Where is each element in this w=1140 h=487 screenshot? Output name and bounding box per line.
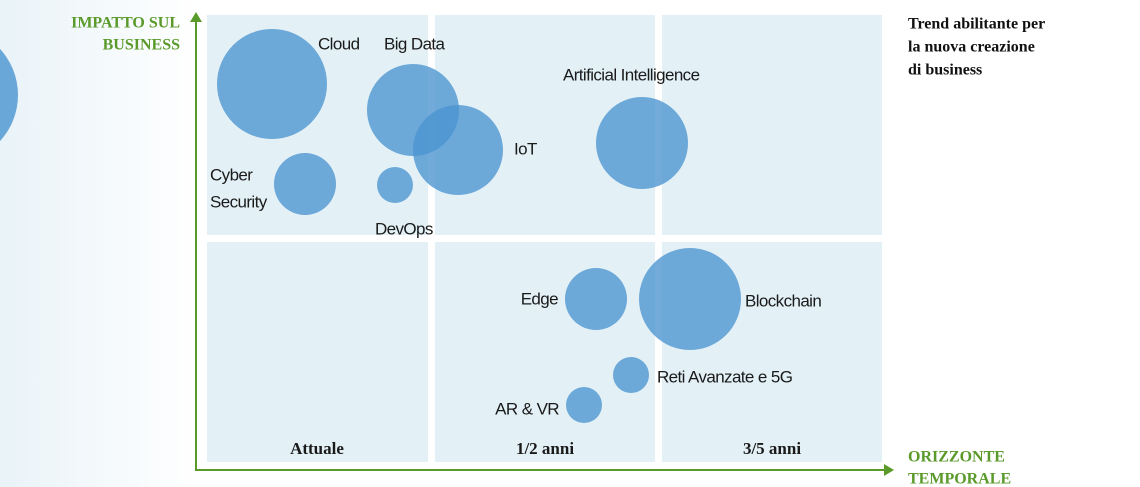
cell xyxy=(435,242,655,462)
axes xyxy=(190,12,894,476)
y-axis-label: IMPATTO SUL xyxy=(71,15,180,32)
x-axis-label: TEMPORALE xyxy=(908,471,1011,487)
bubble-label: DevOps xyxy=(375,219,433,238)
column-label: Attuale xyxy=(290,439,344,458)
bubble xyxy=(565,268,627,330)
bubble-label: Edge xyxy=(521,289,558,308)
cell xyxy=(662,15,882,235)
bubble-label: Artificial Intelligence xyxy=(563,65,700,84)
legend-text: di business xyxy=(908,62,982,79)
partial-bubble xyxy=(0,48,18,142)
bubble xyxy=(566,387,602,423)
bubble xyxy=(274,153,336,215)
bubble-label: Big Data xyxy=(384,34,446,53)
column-label: 1/2 anni xyxy=(516,439,574,458)
bubble-label: AR & VR xyxy=(495,399,559,418)
background-fade xyxy=(0,0,200,487)
bubble xyxy=(639,248,741,350)
bubble xyxy=(596,97,688,189)
bubble-label: Blockchain xyxy=(745,291,821,310)
x-arrow xyxy=(884,464,894,476)
bubble-label: Reti Avanzate e 5G xyxy=(657,367,792,386)
y-axis-label: BUSINESS xyxy=(103,37,180,54)
bubble xyxy=(613,357,649,393)
cell xyxy=(207,242,428,462)
legend-text: la nuova creazione xyxy=(908,39,1035,56)
x-axis-label: ORIZZONTE xyxy=(908,449,1005,466)
bubble-label: Cyber xyxy=(210,165,253,184)
bubble-label: Cloud xyxy=(318,34,360,53)
bubble xyxy=(413,105,503,195)
bubble-label: Security xyxy=(210,192,268,211)
column-label: 3/5 anni xyxy=(743,439,801,458)
bubble xyxy=(217,29,327,139)
legend-text: Trend abilitante per xyxy=(908,16,1045,33)
bubble xyxy=(377,167,413,203)
y-arrow xyxy=(190,12,202,22)
bubble-label: IoT xyxy=(514,139,537,158)
